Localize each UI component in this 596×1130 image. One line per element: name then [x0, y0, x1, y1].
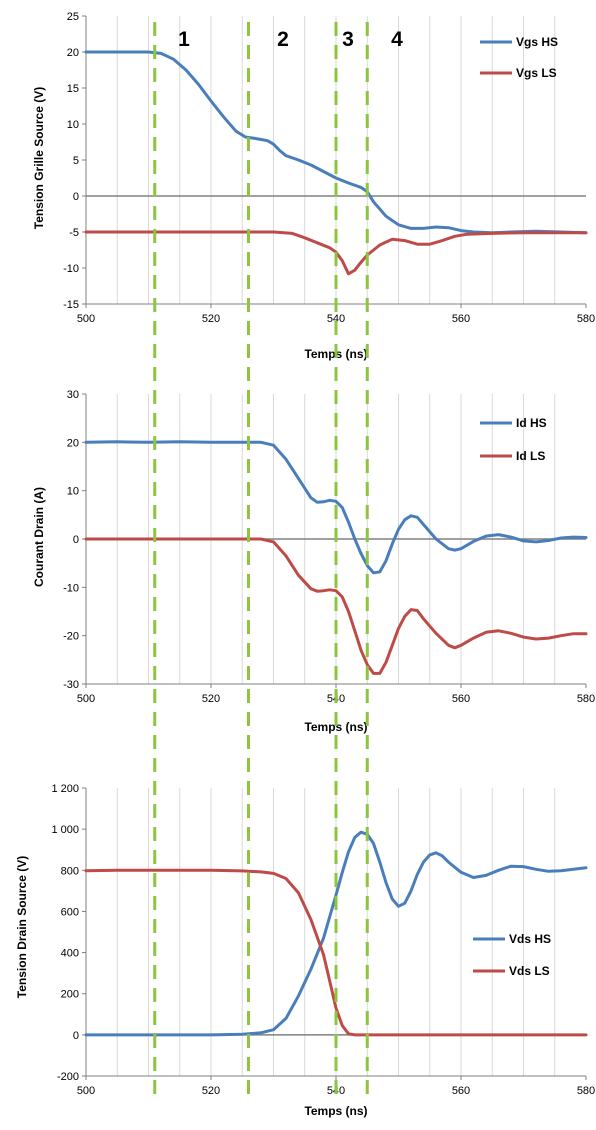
legend-label-id-hs: Id HS [516, 416, 547, 430]
id-y-axis-label: Courant Drain (A) [32, 487, 46, 587]
vgs-y-axis-label: Tension Grille Source (V) [32, 87, 46, 229]
vgs-series [84, 50, 588, 276]
x-tick-label: 520 [202, 313, 220, 325]
y-tick-label: 30 [67, 389, 79, 401]
y-tick-label: -10 [63, 582, 79, 594]
y-tick-label: -10 [63, 263, 79, 275]
phase-annotations: 1 2 3 4 [178, 28, 403, 51]
id-y-tick-labels: -30 -20 -10 0 10 20 30 [63, 389, 86, 691]
x-tick-label: 580 [577, 313, 595, 325]
vds-series [84, 830, 588, 1037]
y-tick-label: -15 [63, 299, 79, 311]
y-tick-label: -20 [63, 631, 79, 643]
id-legend: Id HS Id LS [480, 416, 547, 463]
vds-y-tick-labels: -200 0 200 400 600 800 1 000 1 200 [51, 783, 86, 1083]
x-tick-label: 560 [452, 313, 470, 325]
vds-x-axis-label: Temps (ns) [304, 1104, 367, 1118]
x-tick-label: 500 [77, 313, 95, 325]
phase-label-4: 4 [391, 28, 403, 51]
y-tick-label: 200 [61, 989, 79, 1001]
y-tick-label: 400 [61, 948, 79, 960]
phase-label-1: 1 [178, 28, 190, 51]
y-tick-label: 1 200 [51, 783, 79, 795]
x-tick-label: 560 [452, 693, 470, 705]
y-tick-label: 10 [67, 119, 79, 131]
legend-label-vgs-hs: Vgs HS [516, 35, 558, 49]
series-line-vgs-hs [84, 50, 588, 235]
series-line-id-hs [84, 440, 588, 575]
y-tick-label: 15 [67, 83, 79, 95]
phase-label-3: 3 [342, 28, 354, 51]
y-tick-label: 0 [73, 1030, 79, 1042]
y-tick-label: 0 [73, 191, 79, 203]
vds-y-axis-label: Tension Drain Source (V) [15, 856, 29, 998]
x-tick-label: 520 [202, 1085, 220, 1097]
vgs-x-tick-labels: 500 520 540 560 580 [77, 304, 595, 325]
x-tick-label: 580 [577, 1085, 595, 1097]
y-tick-label: 25 [67, 11, 79, 23]
legend-label-id-ls: Id LS [516, 449, 545, 463]
legend-label-vds-hs: Vds HS [509, 932, 551, 946]
x-tick-label: 500 [77, 693, 95, 705]
series-line-vgs-ls [84, 230, 588, 276]
y-tick-label: 600 [61, 906, 79, 918]
vgs-y-tick-labels: -15 -10 -5 0 5 10 15 20 25 [63, 11, 86, 311]
legend-label-vgs-ls: Vgs LS [516, 66, 557, 80]
phase-label-2: 2 [277, 28, 289, 51]
y-tick-label: 0 [73, 534, 79, 546]
y-tick-label: 20 [67, 437, 79, 449]
series-line-vds-hs [84, 830, 588, 1037]
x-tick-label: 500 [77, 1085, 95, 1097]
legend-label-vds-ls: Vds LS [509, 964, 550, 978]
x-tick-label: 520 [202, 693, 220, 705]
x-tick-label: 580 [577, 693, 595, 705]
id-x-axis-label: Temps (ns) [304, 720, 367, 734]
y-tick-label: 800 [61, 865, 79, 877]
vgs-grid [116, 16, 556, 304]
y-tick-label: 20 [67, 47, 79, 59]
series-line-vds-ls [84, 868, 588, 1037]
y-tick-label: 5 [73, 155, 79, 167]
y-tick-label: 1 000 [51, 824, 79, 836]
phase-boundary-lines [153, 22, 369, 1095]
series-line-id-ls [84, 537, 588, 675]
vgs-legend: Vgs HS Vgs LS [480, 35, 558, 80]
x-tick-label: 540 [327, 313, 345, 325]
vds-legend: Vds HS Vds LS [473, 932, 551, 978]
y-tick-label: -5 [69, 227, 79, 239]
x-tick-label: 560 [452, 1085, 470, 1097]
y-tick-label: 10 [67, 486, 79, 498]
id-series [84, 440, 588, 675]
y-tick-label: -200 [57, 1071, 79, 1083]
y-tick-label: -30 [63, 679, 79, 691]
